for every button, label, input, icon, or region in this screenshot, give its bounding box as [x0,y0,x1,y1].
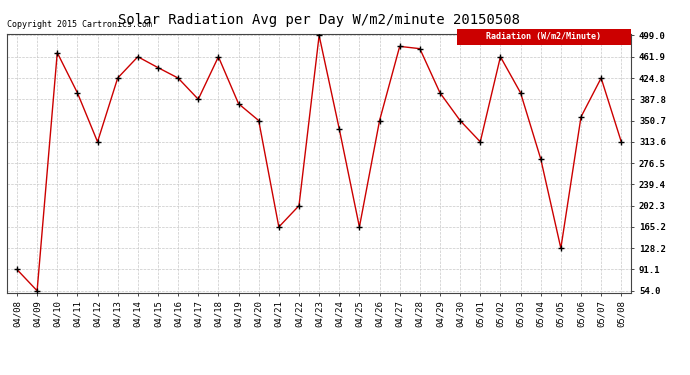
Text: Copyright 2015 Cartronics.com: Copyright 2015 Cartronics.com [7,20,152,28]
Title: Solar Radiation Avg per Day W/m2/minute 20150508: Solar Radiation Avg per Day W/m2/minute … [118,13,520,27]
